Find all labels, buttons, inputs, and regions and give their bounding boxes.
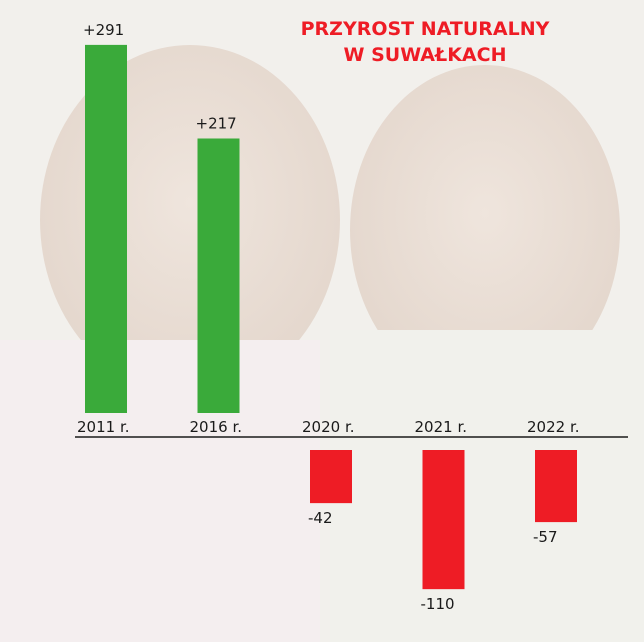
- x-tick-label: 2021 r.: [415, 418, 468, 436]
- value-label: +217: [196, 114, 237, 132]
- bar: [535, 450, 577, 522]
- bar: [85, 45, 127, 413]
- bar: [423, 450, 465, 589]
- bar: [310, 450, 352, 503]
- chart-title: PRZYROST NATURALNY W SUWAŁKACH: [290, 16, 560, 68]
- bar: [198, 138, 240, 413]
- x-tick-label: 2011 r.: [77, 418, 130, 436]
- x-tick-label: 2020 r.: [302, 418, 355, 436]
- photo-shape: [0, 340, 320, 642]
- x-tick-label: 2022 r.: [527, 418, 580, 436]
- chart: +291 2011 r. +217 2016 r. -42 2020 r. -110 2021…: [0, 0, 644, 642]
- chart-root: +291 2011 r. +217 2016 r. -42 2020 r. -110 2021…: [0, 0, 644, 642]
- value-label: -110: [421, 595, 455, 613]
- value-label: +291: [83, 21, 124, 39]
- x-tick-label: 2016 r.: [190, 418, 243, 436]
- photo-shape: [330, 330, 644, 642]
- value-label: -42: [308, 509, 333, 527]
- value-label: -57: [533, 528, 558, 546]
